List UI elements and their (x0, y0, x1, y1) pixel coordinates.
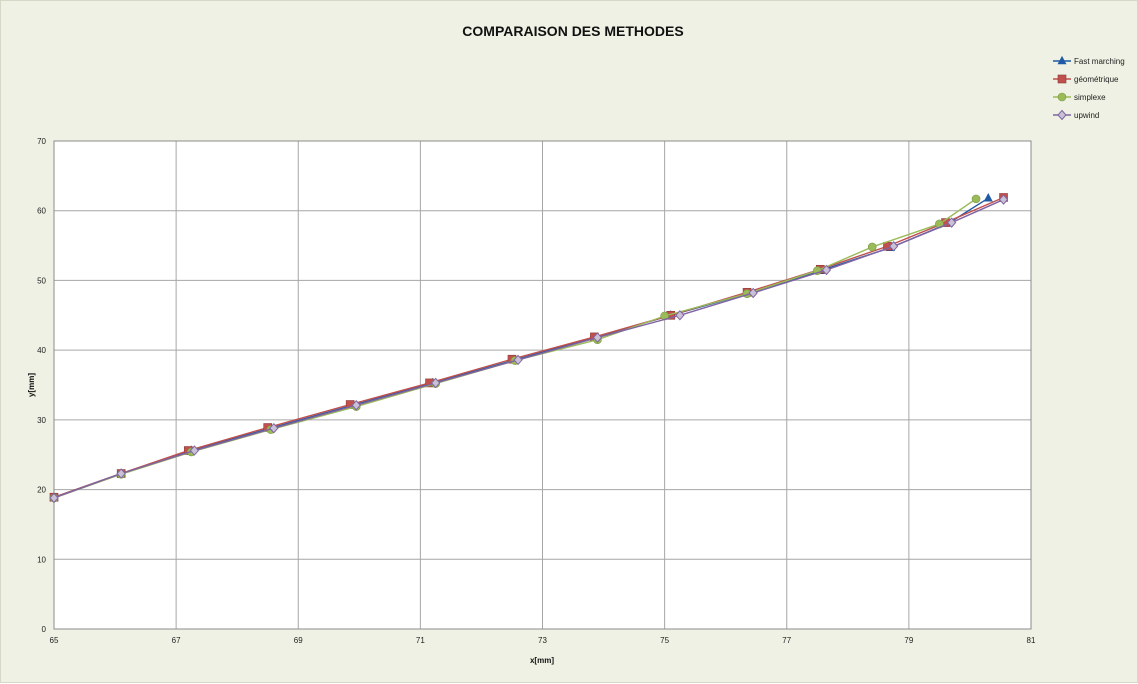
y-tick-label: 50 (37, 276, 46, 285)
x-axis-ticks: 65 67 69 71 73 75 77 79 81 (50, 636, 1036, 645)
y-axis-ticks: 0 10 20 30 40 50 60 70 (37, 137, 46, 634)
legend-marker (1057, 74, 1067, 84)
x-tick-label: 77 (782, 636, 791, 645)
data-point (430, 377, 441, 389)
data-point (998, 194, 1009, 205)
legend-entry: Fast marching (1053, 55, 1125, 66)
data-point (269, 422, 279, 434)
x-tick-label: 69 (294, 636, 303, 645)
x-tick-label: 81 (1027, 636, 1036, 645)
series-line (53, 198, 1004, 499)
y-tick-label: 40 (37, 346, 46, 355)
legend-label: Fast marching (1074, 57, 1125, 66)
legend-entry: simplexe (1053, 92, 1106, 102)
series-layer (49, 193, 1009, 504)
x-axis-label: x[mm] (530, 656, 554, 665)
data-point (888, 241, 899, 252)
y-tick-label: 70 (37, 137, 46, 146)
legend-entry: géométrique (1053, 74, 1119, 84)
y-tick-label: 0 (42, 625, 47, 634)
x-tick-label: 79 (904, 636, 913, 645)
y-tick-label: 30 (37, 416, 46, 425)
x-tick-label: 67 (172, 636, 181, 645)
series-line (53, 196, 1004, 498)
y-tick-label: 10 (37, 555, 46, 564)
legend-marker (1057, 55, 1067, 65)
data-point (971, 194, 981, 204)
chart-title: COMPARAISON DES METHODES (462, 23, 683, 39)
plot-border (53, 140, 1032, 630)
legend-marker (1057, 109, 1067, 121)
legend-label: upwind (1074, 111, 1099, 120)
data-point (116, 468, 126, 479)
y-axis-label: y[mm] (27, 373, 36, 397)
data-point (821, 264, 832, 276)
data-point (867, 242, 877, 252)
legend-label: géométrique (1074, 75, 1119, 84)
legend: Fast marching géométrique simplexe upwind (1053, 55, 1125, 121)
y-tick-label: 60 (37, 207, 46, 216)
data-point (748, 287, 758, 299)
data-point (946, 217, 957, 228)
legend-entry: upwind (1053, 109, 1099, 121)
data-point (513, 354, 523, 366)
data-point (983, 193, 993, 202)
data-point (351, 399, 361, 411)
series-3 (49, 194, 1009, 504)
data-point (675, 310, 685, 321)
x-tick-label: 73 (538, 636, 547, 645)
x-tick-label: 71 (416, 636, 425, 645)
data-point (189, 445, 200, 456)
x-tick-label: 75 (660, 636, 669, 645)
legend-marker (1057, 92, 1067, 102)
data-point (49, 492, 59, 504)
legend-label: simplexe (1074, 93, 1106, 102)
x-tick-label: 65 (50, 636, 59, 645)
grid-lines (53, 140, 1032, 630)
data-point (592, 332, 603, 343)
y-tick-label: 20 (37, 486, 46, 495)
